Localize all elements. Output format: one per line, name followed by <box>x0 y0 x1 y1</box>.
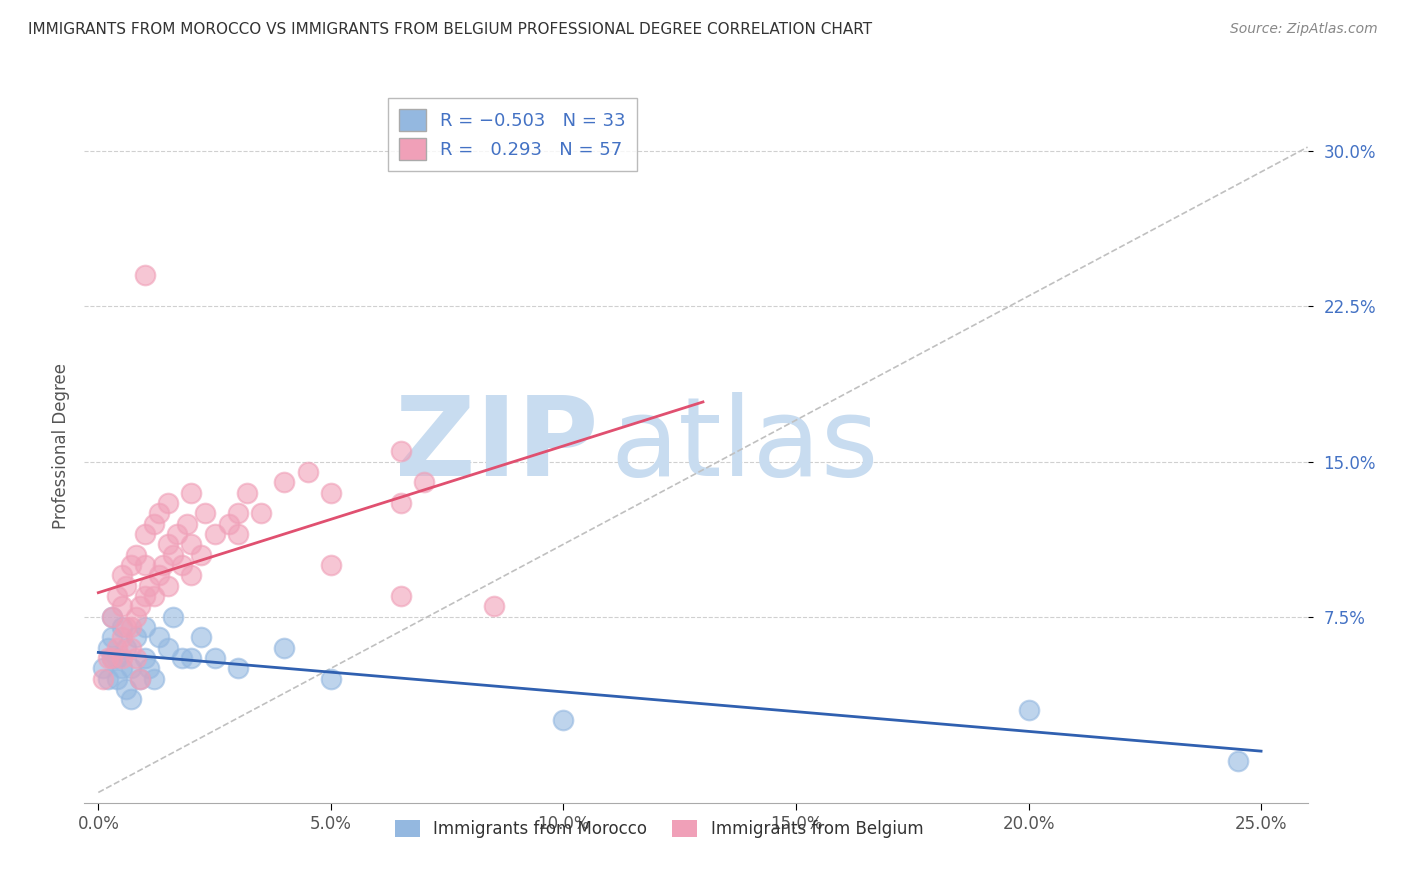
Point <box>319 672 342 686</box>
Point <box>1226 755 1249 769</box>
Point <box>105 640 128 655</box>
Point <box>389 496 412 510</box>
Point <box>273 640 295 655</box>
Point <box>134 268 156 283</box>
Point <box>180 651 202 665</box>
Point <box>190 548 212 562</box>
Text: IMMIGRANTS FROM MOROCCO VS IMMIGRANTS FROM BELGIUM PROFESSIONAL DEGREE CORRELATI: IMMIGRANTS FROM MOROCCO VS IMMIGRANTS FR… <box>28 22 872 37</box>
Point <box>97 640 120 655</box>
Point <box>115 681 138 696</box>
Point <box>120 640 142 655</box>
Point <box>170 651 193 665</box>
Point <box>134 589 156 603</box>
Point <box>412 475 434 490</box>
Point <box>138 661 160 675</box>
Point <box>204 527 226 541</box>
Point <box>166 527 188 541</box>
Point <box>148 568 170 582</box>
Point <box>218 516 240 531</box>
Point <box>389 589 412 603</box>
Point <box>138 579 160 593</box>
Point <box>226 661 249 675</box>
Point <box>319 558 342 572</box>
Point <box>124 630 146 644</box>
Point <box>101 630 124 644</box>
Point <box>124 609 146 624</box>
Point <box>115 640 138 655</box>
Point <box>110 630 132 644</box>
Legend: Immigrants from Morocco, Immigrants from Belgium: Immigrants from Morocco, Immigrants from… <box>388 813 931 845</box>
Point <box>226 527 249 541</box>
Point <box>134 651 156 665</box>
Point <box>110 568 132 582</box>
Point <box>157 640 180 655</box>
Point <box>180 537 202 551</box>
Point <box>97 651 120 665</box>
Point <box>101 609 124 624</box>
Text: atlas: atlas <box>610 392 879 500</box>
Point <box>273 475 295 490</box>
Point <box>162 609 184 624</box>
Point <box>180 485 202 500</box>
Point <box>124 548 146 562</box>
Y-axis label: Professional Degree: Professional Degree <box>52 363 70 529</box>
Text: Source: ZipAtlas.com: Source: ZipAtlas.com <box>1230 22 1378 37</box>
Point <box>134 558 156 572</box>
Point <box>129 672 152 686</box>
Point <box>152 558 174 572</box>
Point <box>482 599 505 614</box>
Point <box>110 661 132 675</box>
Point <box>176 516 198 531</box>
Point <box>143 589 166 603</box>
Point <box>120 558 142 572</box>
Point <box>190 630 212 644</box>
Point <box>143 516 166 531</box>
Point <box>120 620 142 634</box>
Point <box>110 599 132 614</box>
Point <box>162 548 184 562</box>
Point <box>110 620 132 634</box>
Point <box>105 672 128 686</box>
Point <box>226 506 249 520</box>
Point <box>110 651 132 665</box>
Point <box>389 444 412 458</box>
Point <box>297 465 319 479</box>
Point <box>115 579 138 593</box>
Point <box>319 485 342 500</box>
Point <box>1018 703 1040 717</box>
Point <box>194 506 217 520</box>
Point <box>97 672 120 686</box>
Point <box>129 599 152 614</box>
Point <box>180 568 202 582</box>
Point <box>250 506 273 520</box>
Point <box>553 713 575 727</box>
Point <box>157 579 180 593</box>
Point <box>143 672 166 686</box>
Point <box>134 527 156 541</box>
Point <box>120 661 142 675</box>
Point <box>115 620 138 634</box>
Point <box>148 630 170 644</box>
Point <box>120 692 142 706</box>
Point <box>101 651 124 665</box>
Point <box>236 485 259 500</box>
Text: ZIP: ZIP <box>395 392 598 500</box>
Point <box>101 609 124 624</box>
Point <box>105 651 128 665</box>
Point <box>124 651 146 665</box>
Point <box>91 672 114 686</box>
Point <box>134 620 156 634</box>
Point <box>157 537 180 551</box>
Point <box>170 558 193 572</box>
Point <box>148 506 170 520</box>
Point <box>204 651 226 665</box>
Point <box>129 672 152 686</box>
Point <box>101 651 124 665</box>
Point <box>91 661 114 675</box>
Point <box>105 589 128 603</box>
Point <box>157 496 180 510</box>
